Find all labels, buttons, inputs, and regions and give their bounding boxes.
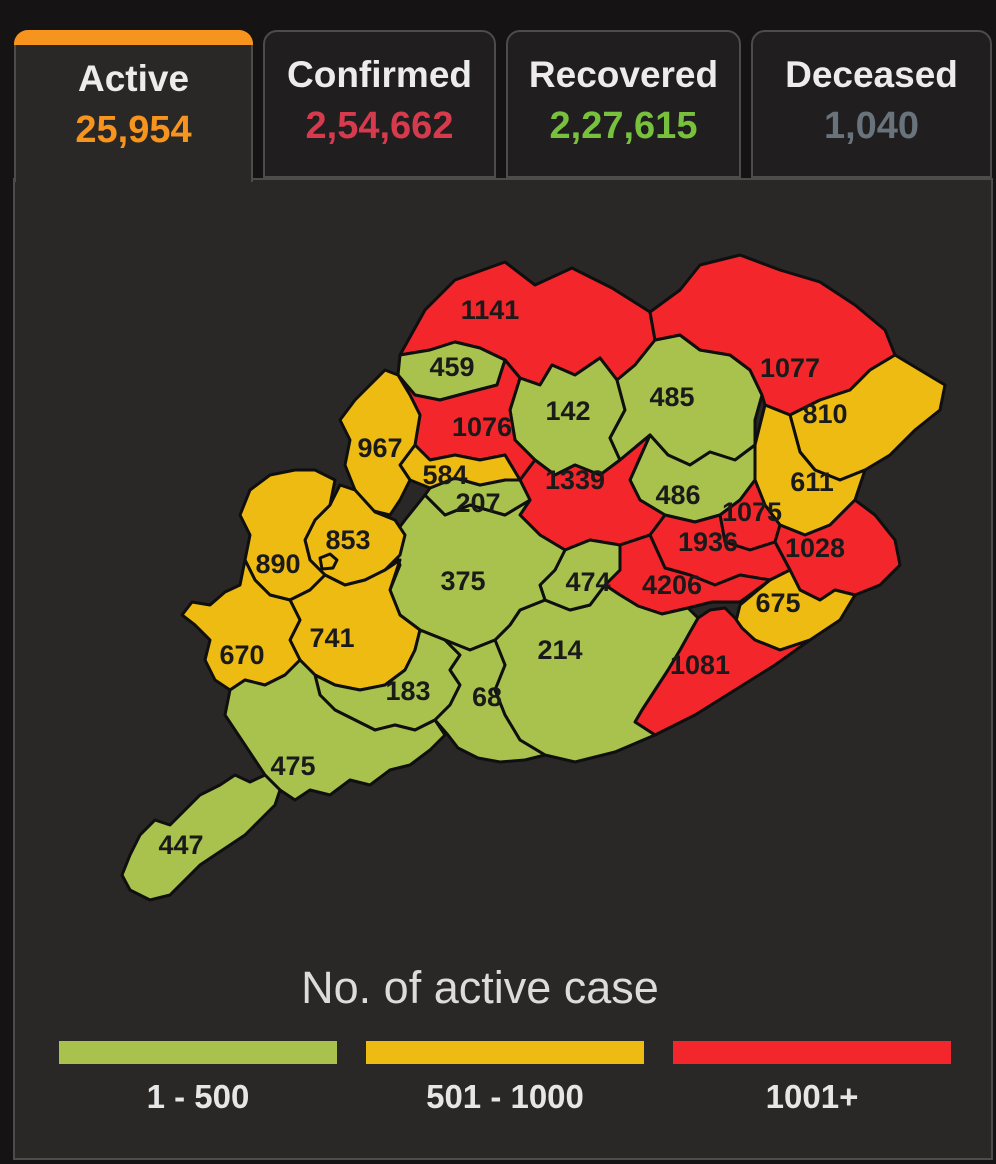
tab-value: 2,54,662 [305,104,454,147]
tab-active[interactable]: Active 25,954 [14,30,253,182]
tab-recovered[interactable]: Recovered 2,27,615 [506,30,741,178]
tab-confirmed[interactable]: Confirmed 2,54,662 [263,30,496,178]
district-label: 475 [270,751,315,781]
active-tab-indicator [14,30,253,45]
district-label: 4206 [642,570,702,600]
district-label: 183 [385,676,430,706]
tab-label: Recovered [528,54,719,95]
district-label: 810 [802,399,847,429]
district-label: 485 [649,382,694,412]
district-region[interactable] [120,773,282,902]
district-label: 741 [309,623,354,653]
district-label: 675 [755,588,800,618]
district-label: 1081 [670,650,730,680]
district-label: 584 [422,460,467,490]
legend-range-label: 1 - 500 [146,1078,250,1115]
legend-swatch-red [673,1041,951,1064]
district-label: 853 [325,525,370,555]
tab-value: 25,954 [75,108,192,151]
district-label: 459 [429,352,474,382]
district-region[interactable] [223,658,447,802]
district-label: 1077 [760,353,820,383]
district-label: 1339 [545,465,605,495]
district-label: 890 [255,549,300,579]
tab-deceased[interactable]: Deceased 1,040 [751,30,992,178]
district-label: 611 [790,467,834,497]
district-label: 486 [655,480,700,510]
tab-label: Active [77,58,190,99]
legend-swatch-green [59,1041,337,1064]
district-label: 68 [472,682,502,712]
district-label: 447 [158,830,203,860]
tab-label: Confirmed [287,54,472,95]
district-label: 207 [455,488,500,518]
district-enclave [318,552,339,571]
district-label: 670 [219,640,264,670]
district-label: 1076 [452,412,512,442]
district-label: 1075 [722,497,782,527]
legend-range-label: 1001+ [765,1078,859,1115]
tab-value: 2,27,615 [549,104,698,147]
legend-swatch-yellow [366,1041,644,1064]
district-label: 1141 [461,295,520,325]
district-label: 142 [545,396,590,426]
district-label: 1028 [785,533,845,563]
district-label: 375 [440,566,485,596]
district-label: 1936 [678,527,738,557]
district-choropleth-map: 1141 459 142 1076 485 1077 810 611 486 1… [120,253,947,902]
district-region[interactable] [433,638,547,764]
legend-range-label: 501 - 1000 [426,1078,584,1115]
district-label: 474 [565,567,610,597]
tab-value: 1,040 [823,104,920,147]
district-label: 214 [537,635,582,665]
district-label: 967 [357,433,402,463]
legend-title: No. of active case [301,962,659,1013]
tab-label: Deceased [785,54,958,95]
